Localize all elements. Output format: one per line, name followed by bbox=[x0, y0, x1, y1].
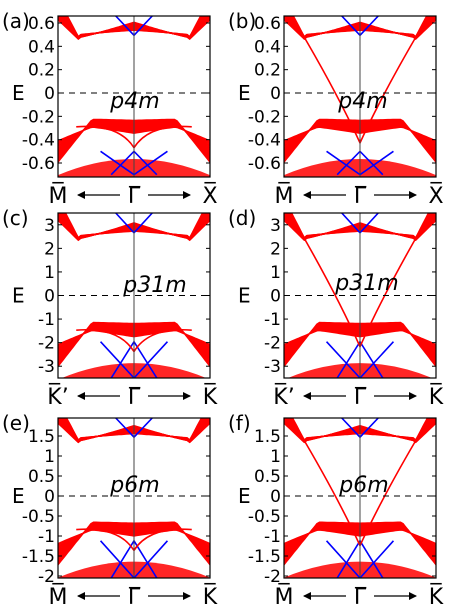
y-tick-label: -2 bbox=[264, 334, 281, 354]
y-tick-label: -1.5 bbox=[22, 547, 55, 567]
k-point-label: M̅ bbox=[275, 583, 294, 610]
y-tick-label: 0.6 bbox=[254, 14, 281, 34]
y-tick-label: -0.5 bbox=[248, 507, 281, 527]
y-tick-label: -0.2 bbox=[248, 107, 281, 127]
y-tick-label: 2 bbox=[270, 239, 281, 259]
y-tick-label: -0.6 bbox=[248, 154, 281, 174]
y-tick-label: 0 bbox=[270, 487, 281, 507]
panel-label: (d) bbox=[228, 206, 256, 230]
panel-label: (e) bbox=[2, 411, 30, 435]
k-point-label: M̅ bbox=[49, 182, 68, 209]
y-tick-label: 0.6 bbox=[28, 14, 55, 34]
y-axis-label: E bbox=[12, 284, 25, 308]
y-tick-label: -0.4 bbox=[22, 131, 55, 151]
k-point-label: M̅ bbox=[275, 182, 294, 209]
y-axis-label: E bbox=[238, 284, 251, 308]
y-tick-label: -2 bbox=[264, 567, 281, 587]
y-tick-label: 0.4 bbox=[254, 37, 281, 57]
panel-label: (b) bbox=[228, 9, 256, 33]
y-tick-label: -0.6 bbox=[22, 154, 55, 174]
y-tick-label: -0.2 bbox=[22, 107, 55, 127]
panel-a: 0.6 0.4 0.2 0 -0.2 -0.4 -0.6 (a) E p4m M̅ Γ̅ X̅ bbox=[2, 9, 218, 209]
axes-frame bbox=[283, 15, 437, 178]
k-point-label: Γ̅ bbox=[354, 585, 367, 610]
axes-frame bbox=[57, 15, 211, 178]
y-axis-label: E bbox=[238, 81, 251, 105]
y-tick-label: -1 bbox=[38, 310, 55, 330]
panel-c: 3 2 1 0 -1 -2 -3 (c) E p31m K̅’ Γ̅ K̅ bbox=[2, 206, 218, 410]
panel-b: 0.6 0.4 0.2 0 -0.2 -0.4 -0.6 (b) E p4m M̅ Γ̅ X̅ bbox=[228, 9, 444, 209]
k-point-label: Γ̅ bbox=[354, 184, 367, 209]
panel-label: (f) bbox=[228, 411, 251, 435]
y-tick-label: 3 bbox=[44, 216, 55, 236]
y-tick-label: 0.5 bbox=[254, 467, 281, 487]
y-tick-label: 1 bbox=[44, 263, 55, 283]
space-group-label: p31m bbox=[122, 273, 186, 298]
y-tick-label: 1.5 bbox=[28, 427, 55, 447]
y-tick-label: -1 bbox=[264, 527, 281, 547]
y-tick-label: 0.5 bbox=[28, 467, 55, 487]
space-group-label: p6m bbox=[338, 473, 388, 498]
k-point-label: K̅ bbox=[203, 583, 218, 610]
panel-e: 1.510.50-0.5-1-1.5-2 (e) E p6m M̅ Γ̅ K̅ bbox=[2, 411, 218, 610]
k-point-label: X̅ bbox=[428, 182, 443, 209]
y-tick-label: 0 bbox=[270, 84, 281, 104]
y-tick-label: 1 bbox=[270, 447, 281, 467]
y-tick-label: 0.2 bbox=[28, 61, 55, 81]
y-tick-label: -1 bbox=[264, 310, 281, 330]
axes-frame bbox=[283, 417, 437, 579]
y-tick-label: 0.4 bbox=[28, 37, 55, 57]
panel-label: (c) bbox=[2, 206, 29, 230]
y-tick-label: 3 bbox=[270, 216, 281, 236]
k-point-label: K̅ bbox=[429, 383, 444, 410]
y-tick-label: 1 bbox=[270, 263, 281, 283]
space-group-label: p31m bbox=[334, 271, 398, 296]
k-point-label: Γ̅ bbox=[354, 385, 367, 410]
k-point-label: K̅ bbox=[203, 383, 218, 410]
y-tick-label: -3 bbox=[264, 357, 281, 377]
y-axis-label: E bbox=[238, 484, 251, 508]
y-tick-label: -1.5 bbox=[248, 547, 281, 567]
panel-label: (a) bbox=[2, 9, 30, 33]
axes-frame bbox=[57, 417, 211, 579]
space-group-label: p4m bbox=[109, 89, 159, 114]
y-tick-label: -3 bbox=[38, 357, 55, 377]
y-axis-label: E bbox=[12, 81, 25, 105]
k-point-label: X̅ bbox=[202, 182, 217, 209]
k-point-label: M̅ bbox=[49, 583, 68, 610]
k-point-label: K̅ bbox=[429, 583, 444, 610]
y-tick-label: -1 bbox=[38, 527, 55, 547]
panel-d: 3 2 1 0 -1 -2 -3 (d) E p31m K̅’ Γ̅ K̅ bbox=[228, 206, 444, 410]
k-point-label: K̅’ bbox=[273, 383, 294, 410]
y-tick-label: 2 bbox=[44, 239, 55, 259]
y-tick-label: -0.4 bbox=[248, 131, 281, 151]
y-tick-label: 0.2 bbox=[254, 61, 281, 81]
y-tick-label: -2 bbox=[38, 334, 55, 354]
k-point-label: Γ̅ bbox=[128, 184, 141, 209]
y-tick-label: -2 bbox=[38, 567, 55, 587]
space-group-label: p4m bbox=[337, 89, 387, 114]
k-point-label: Γ̅ bbox=[128, 385, 141, 410]
y-tick-label: 0 bbox=[44, 84, 55, 104]
y-tick-label: -0.5 bbox=[22, 507, 55, 527]
space-group-label: p6m bbox=[109, 473, 159, 498]
y-tick-label: 0 bbox=[44, 487, 55, 507]
y-tick-label: 0 bbox=[270, 287, 281, 307]
k-point-label: Γ̅ bbox=[128, 585, 141, 610]
y-tick-label: 0 bbox=[44, 287, 55, 307]
panel-f: 1.510.50-0.5-1-1.5-2 (f) E p6m M̅ Γ̅ K̅ bbox=[228, 411, 444, 610]
k-point-label: K̅’ bbox=[47, 383, 68, 410]
y-tick-label: 1.5 bbox=[254, 427, 281, 447]
y-axis-label: E bbox=[12, 484, 25, 508]
y-tick-label: 1 bbox=[44, 447, 55, 467]
